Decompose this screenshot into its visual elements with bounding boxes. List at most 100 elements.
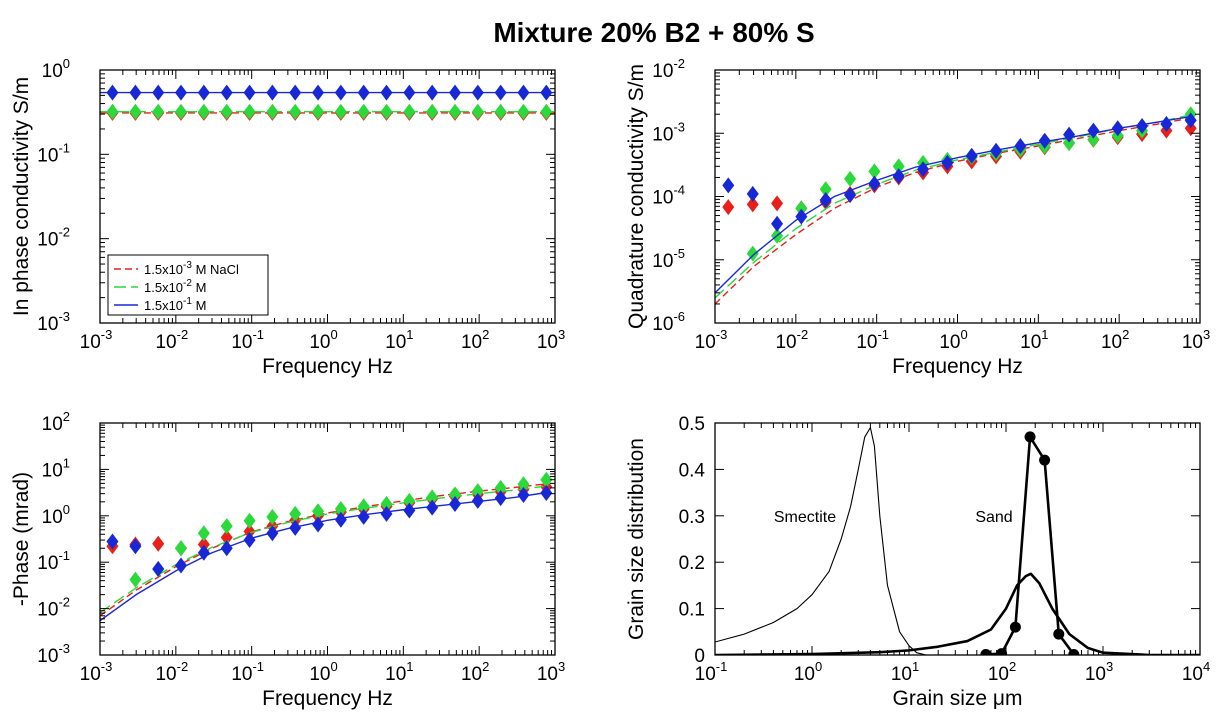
data-point [795, 200, 808, 217]
y-tick-label: 10-3 [652, 119, 685, 145]
data-point [312, 503, 325, 520]
data-point [197, 103, 210, 120]
data-point [980, 649, 992, 655]
x-tick-label: 10-3 [80, 659, 113, 685]
series-2 [100, 103, 555, 120]
series-1 [100, 104, 555, 121]
y-axis-label: -Phase (mrad) [10, 472, 33, 606]
data-point [197, 525, 210, 542]
data-point [312, 516, 325, 533]
data-point [197, 536, 210, 553]
x-axis-label: Frequency Hz [892, 355, 1023, 378]
axes-frame [714, 422, 1201, 656]
data-point [357, 103, 370, 120]
x-tick-label: 101 [385, 659, 413, 685]
data-point [990, 142, 1003, 159]
data-point [1160, 116, 1173, 133]
data-point [426, 489, 439, 506]
data-point [197, 84, 210, 101]
series-smectite [715, 427, 927, 655]
plot-area [715, 106, 1197, 305]
data-point [1087, 122, 1100, 139]
data-point [471, 103, 484, 120]
x-tick-label: 102 [461, 659, 489, 685]
data-point [175, 557, 188, 574]
x-tick-label: 103 [537, 659, 565, 685]
data-point [403, 103, 416, 120]
chart-quadrature: 10-3 10-2 10-1 100 101 102 103 10-6 10-5 10-4 10-3… [625, 56, 1210, 378]
axes-frame [99, 422, 556, 656]
data-point [289, 84, 302, 101]
data-point [1136, 118, 1149, 135]
y-tick-label: 101 [42, 455, 70, 481]
y-tick-label: 0.1 [679, 600, 705, 621]
data-point [448, 103, 461, 120]
series-2 [100, 471, 553, 614]
data-point [197, 544, 210, 561]
data-point [129, 84, 142, 101]
plot-area [100, 84, 555, 121]
data-point [517, 476, 530, 493]
y-axis-label: In phase conductivity S/m [10, 77, 33, 316]
data-point [312, 84, 325, 101]
chart-in-phase: 10-3 10-2 10-1 100 101 102 10310-310-210-1100F… [10, 56, 565, 378]
data-point [426, 499, 439, 516]
data-point [448, 84, 461, 101]
x-tick-label: 100 [309, 659, 337, 685]
data-point [220, 103, 233, 120]
x-tick-label: 10-1 [231, 659, 264, 685]
data-point [334, 501, 347, 518]
data-point [334, 103, 347, 120]
series-3 [100, 485, 553, 622]
x-tick-label: 101 [891, 659, 919, 685]
data-point [243, 84, 256, 101]
data-point [243, 512, 256, 529]
data-point [448, 486, 461, 503]
x-axis-label: Frequency Hz [262, 687, 393, 710]
data-point [517, 84, 530, 101]
data-point [175, 84, 188, 101]
x-tick-label: 103 [1085, 659, 1113, 685]
annotation-sand: Sand [975, 509, 1012, 526]
y-tick-label: 10-1 [37, 140, 70, 166]
data-point [771, 215, 784, 232]
data-point [746, 185, 759, 202]
data-point [403, 502, 416, 519]
x-axis-label: Frequency Hz [262, 355, 393, 378]
data-point [175, 540, 188, 557]
data-point [129, 538, 142, 555]
x-tick-label: 10-2 [155, 659, 188, 685]
chart-phase: 10-3 10-2 10-1 100 101 102 103 10-3 10-2 10-1 100 1… [10, 409, 565, 710]
data-point [1024, 431, 1036, 443]
x-tick-label: 100 [939, 327, 967, 353]
legend-label: 1.5x10-3 M NaCl [144, 260, 239, 277]
data-point [312, 103, 325, 120]
data-point [795, 208, 808, 225]
data-point [844, 170, 857, 187]
data-point [106, 533, 119, 550]
x-tick-label: 100 [309, 327, 337, 353]
data-point [1038, 132, 1051, 149]
data-point [380, 505, 393, 522]
x-axis-label: Grain size μm [893, 687, 1023, 710]
data-point [175, 103, 188, 120]
x-tick-label: 10-2 [775, 327, 808, 353]
data-point [357, 84, 370, 101]
plot-area [100, 471, 553, 622]
data-point [471, 492, 484, 509]
data-point [129, 103, 142, 120]
y-tick-label: 10-2 [652, 56, 685, 82]
series-2 [715, 106, 1197, 299]
data-point [380, 103, 393, 120]
data-point [1063, 135, 1076, 152]
data-point [266, 508, 279, 525]
data-point [403, 492, 416, 509]
data-point [1111, 120, 1124, 137]
plot-area [715, 427, 1200, 655]
y-tick-label: 0.2 [679, 553, 705, 574]
data-point [1014, 137, 1027, 154]
data-point [106, 84, 119, 101]
data-point [722, 177, 735, 194]
